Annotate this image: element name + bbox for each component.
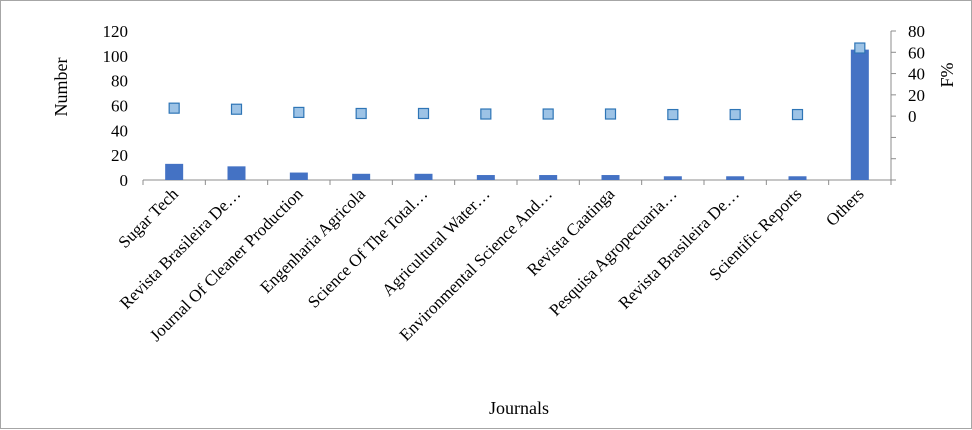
x-axis-title: Journals [489, 398, 549, 418]
category-label: Others [822, 184, 867, 229]
f-percent-marker [417, 107, 430, 120]
category-label: Sugar Tech [115, 184, 183, 252]
bar [663, 176, 682, 180]
bar [788, 176, 807, 180]
f-percent-marker [729, 108, 741, 121]
bar [165, 163, 184, 180]
f-percent-marker [667, 108, 679, 121]
y-tick-label: 60 [111, 97, 128, 116]
y-tick-label: 100 [103, 47, 129, 66]
category-label: Pesquisa Agropecuaria… [545, 184, 680, 319]
f-percent-marker [293, 106, 305, 119]
bar [289, 172, 308, 180]
f-percent-marker [230, 103, 243, 115]
category-label: Revista Brasileira De… [116, 184, 244, 312]
bar [352, 173, 371, 180]
y-tick-label: 80 [111, 72, 128, 91]
right-tick-label: 40 [908, 65, 925, 84]
f-percent-marker [791, 108, 804, 121]
right-tick-label: 20 [908, 86, 925, 105]
right-axis-title: F% [937, 62, 957, 87]
y-axis-title: Number [51, 58, 71, 117]
bar [601, 175, 620, 180]
y-tick-label: 120 [103, 22, 129, 41]
f-percent-marker [542, 108, 554, 120]
right-tick-label: 0 [908, 107, 917, 126]
category-label: Engenharia Agricola [256, 184, 369, 297]
f-percent-marker [854, 42, 866, 54]
f-percent-marker [604, 108, 617, 120]
bar [726, 176, 745, 180]
category-label: Agricultural Water… [378, 184, 493, 299]
bar [227, 166, 246, 180]
f-percent-marker [480, 108, 492, 120]
bar [414, 173, 433, 180]
bar [476, 175, 495, 180]
bar [539, 175, 558, 180]
category-label: Science Of The Total… [304, 184, 431, 311]
right-tick-label: 60 [908, 43, 925, 62]
category-label: Revista Brasileira De… [615, 184, 743, 312]
bar [850, 49, 869, 180]
y-tick-label: 40 [111, 121, 128, 140]
f-percent-marker [168, 102, 180, 114]
f-percent-marker [355, 107, 367, 120]
y-tick-label: 20 [111, 146, 128, 165]
right-tick-label: 80 [908, 22, 925, 41]
y-tick-label: 0 [120, 171, 129, 190]
